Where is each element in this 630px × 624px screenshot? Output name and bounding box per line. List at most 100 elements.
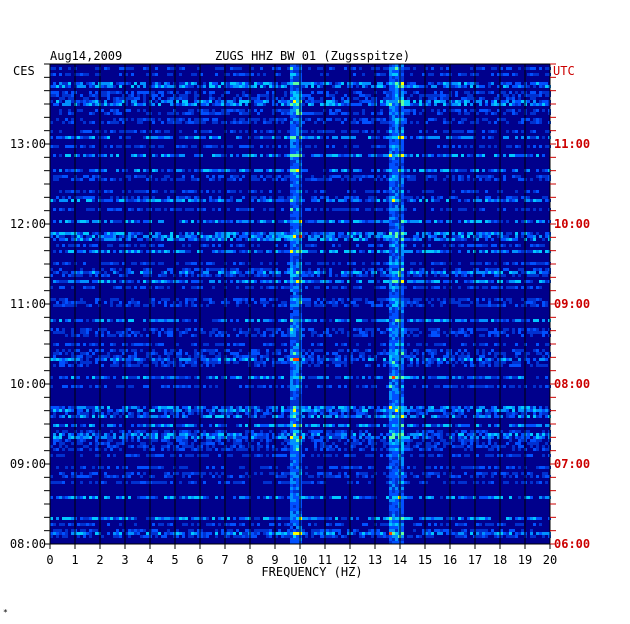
heatmap-cell [155, 286, 158, 289]
heatmap-cell [146, 268, 149, 271]
heatmap-cell [158, 301, 161, 304]
heatmap-cell [182, 175, 185, 178]
heatmap-cell [62, 136, 65, 139]
heatmap-cell [293, 319, 296, 322]
heatmap-cell [419, 250, 422, 253]
heatmap-cell [476, 262, 479, 265]
heatmap-cell [527, 199, 530, 202]
heatmap-cell [275, 175, 278, 178]
heatmap-cell [305, 169, 308, 172]
heatmap-cell [392, 256, 395, 259]
heatmap-cell [389, 169, 392, 172]
heatmap-cell [500, 298, 503, 301]
heatmap-cell [191, 280, 194, 283]
heatmap-cell [236, 232, 239, 235]
heatmap-cell [386, 220, 389, 223]
heatmap-cell [203, 85, 206, 88]
heatmap-cell [470, 232, 473, 235]
heatmap-cell [389, 319, 392, 322]
heatmap-cell [179, 130, 182, 133]
heatmap-cell [272, 145, 275, 148]
heatmap-cell [485, 232, 488, 235]
heatmap-cell [521, 328, 524, 331]
heatmap-cell [443, 244, 446, 247]
heatmap-cell [212, 301, 215, 304]
heatmap-cell [425, 343, 428, 346]
heatmap-cell [362, 82, 365, 85]
heatmap-cell [530, 238, 533, 241]
heatmap-cell [521, 304, 524, 307]
heatmap-cell [272, 235, 275, 238]
heatmap-cell [236, 121, 239, 124]
heatmap-cell [260, 130, 263, 133]
heatmap-cell [119, 100, 122, 103]
heatmap-cell [542, 319, 545, 322]
heatmap-cell [407, 220, 410, 223]
heatmap-cell [128, 301, 131, 304]
heatmap-cell [146, 208, 149, 211]
heatmap-cell [380, 178, 383, 181]
heatmap-cell [353, 334, 356, 337]
heatmap-cell [542, 334, 545, 337]
heatmap-cell [500, 103, 503, 106]
heatmap-cell [221, 271, 224, 274]
heatmap-cell [116, 304, 119, 307]
heatmap-cell [296, 166, 299, 169]
heatmap-cell [278, 118, 281, 121]
heatmap-cell [200, 73, 203, 76]
heatmap-cell [134, 235, 137, 238]
heatmap-cell [290, 169, 293, 172]
heatmap-cell [491, 271, 494, 274]
heatmap-cell [425, 274, 428, 277]
heatmap-cell [419, 100, 422, 103]
heatmap-cell [503, 112, 506, 115]
heatmap-cell [479, 280, 482, 283]
heatmap-cell [59, 82, 62, 85]
heatmap-cell [401, 337, 404, 340]
heatmap-cell [179, 97, 182, 100]
heatmap-cell [137, 238, 140, 241]
heatmap-cell [272, 304, 275, 307]
heatmap-cell [401, 304, 404, 307]
heatmap-cell [452, 130, 455, 133]
heatmap-cell [161, 298, 164, 301]
heatmap-cell [284, 319, 287, 322]
heatmap-cell [260, 82, 263, 85]
heatmap-cell [257, 271, 260, 274]
heatmap-cell [155, 235, 158, 238]
heatmap-cell [266, 319, 269, 322]
heatmap-cell [155, 328, 158, 331]
heatmap-cell [335, 238, 338, 241]
heatmap-cell [71, 286, 74, 289]
heatmap-cell [482, 304, 485, 307]
heatmap-cell [296, 175, 299, 178]
heatmap-cell [383, 319, 386, 322]
heatmap-cell [482, 232, 485, 235]
heatmap-cell [407, 250, 410, 253]
heatmap-cell [497, 169, 500, 172]
heatmap-cell [188, 328, 191, 331]
heatmap-cell [476, 244, 479, 247]
heatmap-cell [95, 130, 98, 133]
heatmap-cell [161, 154, 164, 157]
heatmap-cell [326, 73, 329, 76]
heatmap-cell [77, 103, 80, 106]
heatmap-cell [383, 232, 386, 235]
heatmap-cell [77, 178, 80, 181]
heatmap-cell [359, 250, 362, 253]
heatmap-cell [68, 208, 71, 211]
heatmap-cell [80, 196, 83, 199]
heatmap-cell [389, 253, 392, 256]
heatmap-cell [278, 73, 281, 76]
heatmap-cell [404, 109, 407, 112]
heatmap-cell [470, 262, 473, 265]
heatmap-cell [260, 109, 263, 112]
heatmap-cell [137, 121, 140, 124]
heatmap-cell [506, 130, 509, 133]
heatmap-cell [542, 271, 545, 274]
heatmap-cell [104, 220, 107, 223]
heatmap-cell [218, 67, 221, 70]
heatmap-cell [179, 196, 182, 199]
heatmap-cell [296, 337, 299, 340]
heatmap-cell [416, 121, 419, 124]
